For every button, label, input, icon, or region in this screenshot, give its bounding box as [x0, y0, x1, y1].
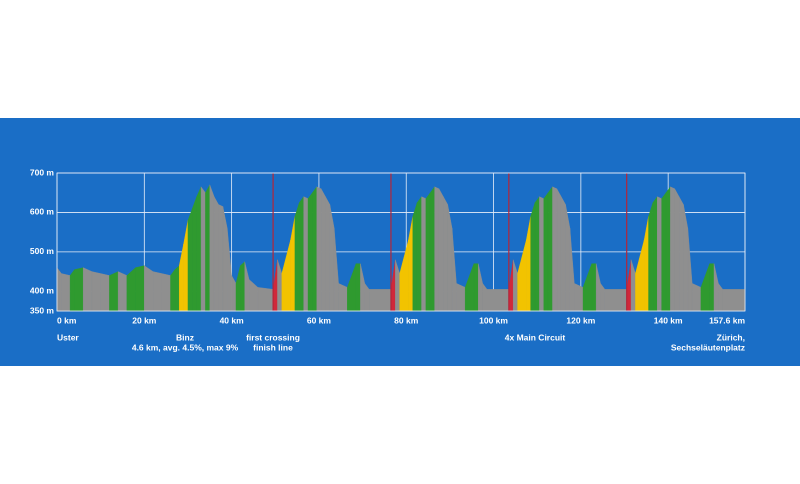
profile-segment — [299, 196, 304, 312]
profile-segment — [552, 186, 558, 312]
profile-segment — [213, 195, 219, 312]
profile-segment — [192, 196, 197, 312]
annotation: 4x Main Circuit — [505, 332, 566, 342]
profile-segment — [100, 273, 110, 312]
profile-segment — [561, 195, 566, 312]
profile-segment — [205, 184, 210, 312]
profile-segment — [661, 192, 667, 312]
profile-segment — [674, 187, 680, 312]
profile-segment — [430, 186, 435, 312]
annotation: Zürich, — [717, 332, 745, 342]
profile-segment — [209, 184, 215, 312]
profile-segment — [604, 289, 627, 312]
profile-segment — [443, 195, 448, 312]
profile-segment — [652, 196, 658, 312]
profile-segment — [82, 267, 93, 312]
profile-segment — [56, 267, 62, 312]
plot-frame — [56, 172, 746, 312]
profile-segment — [257, 287, 274, 312]
y-tick-label: 350 m — [30, 305, 55, 315]
profile-segment — [240, 261, 245, 312]
profile-segment — [307, 192, 313, 312]
profile-segment — [574, 283, 584, 312]
profile-segment — [648, 202, 654, 312]
profile-segment — [670, 186, 675, 312]
x-tick-label: 120 km — [566, 315, 595, 325]
profile-segment — [218, 204, 224, 312]
profile-segment — [135, 265, 145, 312]
x-tick-label: 100 km — [479, 315, 508, 325]
profile-segment — [152, 271, 162, 312]
x-tick-label: 157.6 km — [709, 315, 745, 325]
annotation: finish line — [253, 342, 293, 352]
profile-segment — [109, 271, 119, 312]
profile-segment — [187, 208, 193, 312]
x-tick-label: 140 km — [654, 315, 683, 325]
annotation: Sechseläutenplatz — [671, 342, 745, 352]
profile-segment — [294, 202, 300, 312]
y-tick-label: 700 m — [30, 167, 55, 177]
x-tick-label: 20 km — [132, 315, 157, 325]
profile-segment — [91, 271, 101, 312]
profile-segment — [722, 289, 746, 312]
profile-segment — [539, 196, 544, 312]
profile-segment — [200, 186, 206, 312]
profile-segment — [69, 268, 75, 312]
profile-segment — [412, 202, 418, 312]
profile-segment — [303, 196, 309, 312]
profile-segment — [144, 265, 154, 312]
x-tick-label: 60 km — [307, 315, 332, 325]
profile-segment — [473, 263, 479, 312]
profile-segment — [591, 263, 597, 312]
profile-segment — [556, 187, 562, 312]
profile-segment — [425, 192, 431, 312]
profile-segment — [316, 186, 322, 312]
profile-segment — [196, 186, 202, 312]
profile-segment — [368, 289, 392, 312]
annotation: Uster — [57, 332, 79, 342]
profile-segment — [174, 265, 180, 312]
profile-segment — [161, 273, 171, 312]
profile-segment — [530, 202, 536, 312]
profile-segment — [338, 283, 348, 312]
profile-segment — [416, 196, 422, 312]
profile-segment — [456, 283, 466, 312]
profile-segment — [434, 186, 440, 312]
x-tick-label: 80 km — [394, 315, 419, 325]
profile-segment — [312, 186, 317, 312]
profile-segment — [543, 192, 549, 312]
annotation: Binz — [176, 332, 194, 342]
profile-segment — [547, 186, 553, 312]
y-tick-label: 400 m — [30, 286, 55, 296]
profile-segment — [678, 195, 684, 312]
profile-segment — [126, 267, 136, 312]
profile-segment — [325, 195, 331, 312]
profile-segment — [355, 263, 361, 312]
profile-segment — [74, 267, 84, 312]
profile-segment — [534, 196, 540, 312]
profile-segment — [657, 196, 662, 312]
y-tick-label: 600 m — [30, 207, 55, 217]
profile-segment — [665, 186, 671, 312]
x-tick-label: 0 km — [57, 315, 77, 325]
profile-segment — [320, 187, 326, 312]
profile-segment — [421, 196, 427, 312]
annotation: 4.6 km, avg. 4.5%, max 9% — [132, 342, 239, 352]
profile-segment — [117, 271, 128, 312]
annotation: first crossing — [246, 332, 300, 342]
profile-segment — [486, 289, 510, 312]
profile-segment — [691, 283, 702, 312]
profile-segment — [170, 268, 176, 312]
y-tick-label: 500 m — [30, 246, 55, 256]
x-tick-label: 40 km — [220, 315, 245, 325]
profile-segment — [709, 263, 715, 312]
profile-segment — [61, 273, 71, 312]
profile-segment — [438, 187, 444, 312]
